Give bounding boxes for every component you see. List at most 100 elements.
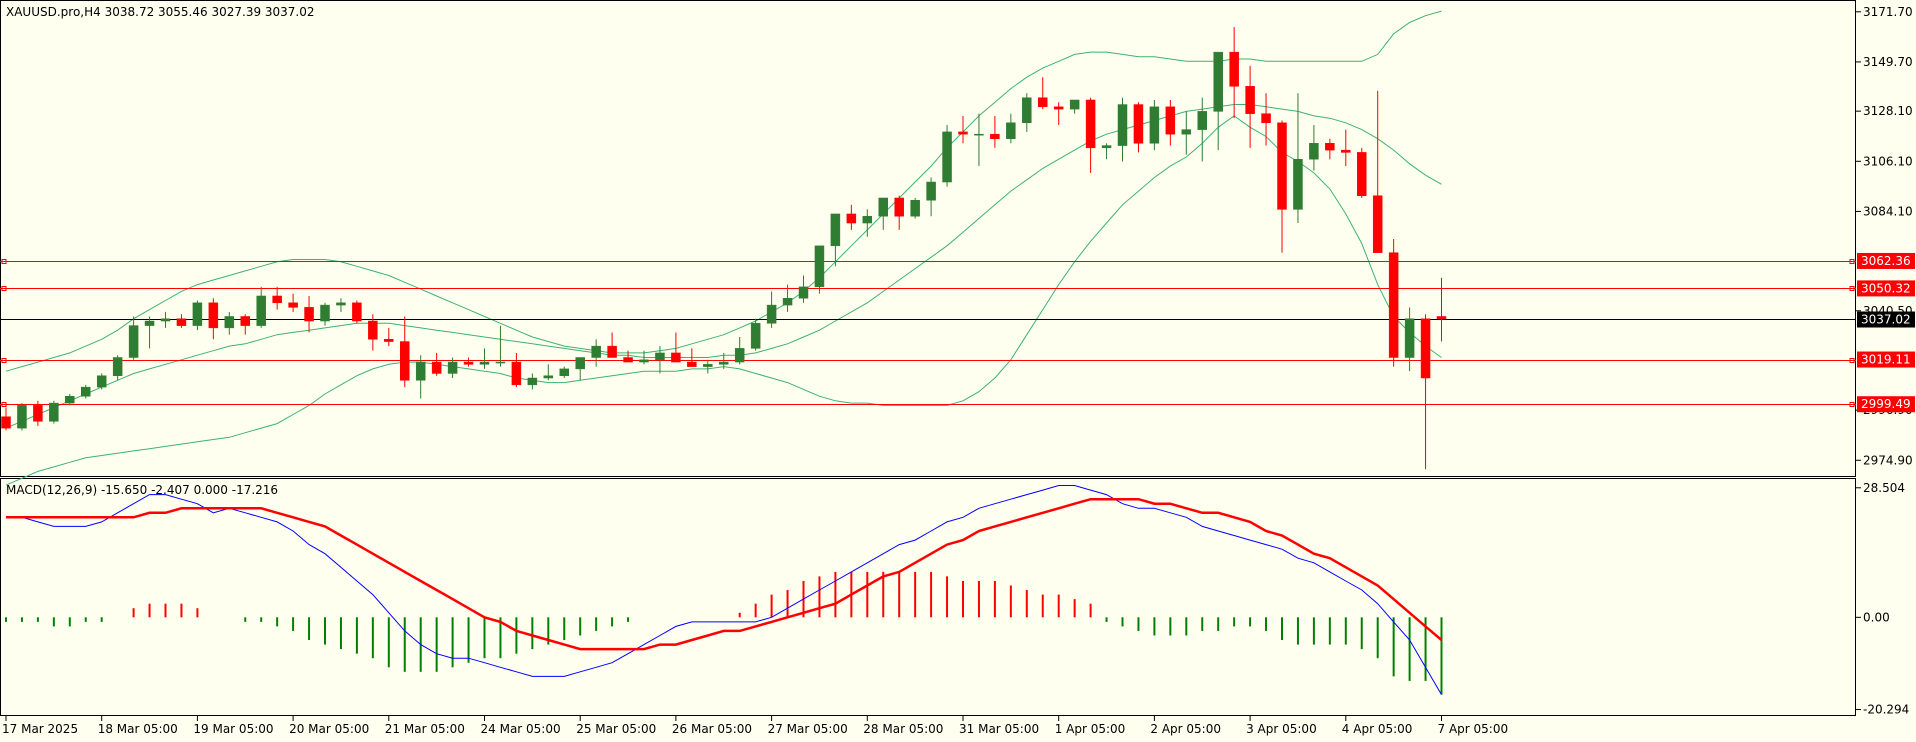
candle-body bbox=[862, 215, 873, 224]
time-axis: 17 Mar 2025 18 Mar 05:00 19 Mar 05:00 20 Ma… bbox=[2, 716, 1508, 736]
level-price-tag bbox=[1857, 351, 1915, 368]
candle-body bbox=[96, 375, 107, 388]
candle-body bbox=[1293, 158, 1303, 210]
time-tick-label: 31 Mar 05:00 bbox=[959, 722, 1039, 736]
candle-body bbox=[176, 318, 187, 326]
level-marker-left bbox=[1, 286, 7, 291]
candle-body bbox=[1277, 122, 1287, 210]
bollinger-bands bbox=[5, 10, 1442, 486]
price-tick-label: 3149.70 bbox=[1863, 55, 1913, 69]
time-tick-label: 24 Mar 05:00 bbox=[481, 722, 561, 736]
level-price-tag bbox=[1857, 280, 1915, 297]
candle-body bbox=[990, 133, 1000, 139]
candle-body bbox=[224, 316, 235, 329]
candle-body bbox=[1341, 149, 1351, 153]
current-price-label: 3037.02 bbox=[1861, 313, 1911, 327]
candle-body bbox=[607, 345, 617, 358]
symbol-info: XAUUSD.pro,H4 3038.72 3055.46 3027.39 30… bbox=[6, 5, 315, 19]
candle-body bbox=[1117, 104, 1128, 146]
price-tick-label: 2974.90 bbox=[1863, 453, 1913, 467]
candle-body bbox=[798, 286, 809, 299]
candle-body bbox=[766, 304, 777, 324]
bollinger-lower-line bbox=[5, 115, 1442, 486]
macd-panel-frame bbox=[0, 478, 1856, 716]
candle-body bbox=[1372, 195, 1383, 253]
time-tick-label: 19 Mar 05:00 bbox=[193, 722, 273, 736]
time-tick-label: 3 Apr 05:00 bbox=[1246, 722, 1317, 736]
time-tick-label: 27 Mar 05:00 bbox=[768, 722, 848, 736]
candle-body bbox=[272, 295, 282, 304]
level-marker-left bbox=[1, 358, 7, 363]
candle-body bbox=[240, 316, 250, 326]
time-tick-label: 1 Apr 05:00 bbox=[1055, 722, 1126, 736]
candle-body bbox=[623, 357, 633, 363]
candle-body bbox=[511, 361, 522, 386]
candle-body bbox=[495, 361, 506, 364]
candle-body bbox=[974, 133, 984, 136]
candle-body bbox=[719, 361, 729, 365]
level-marker-left bbox=[1, 259, 7, 264]
price-tick-label: 3128.10 bbox=[1863, 104, 1913, 118]
candle-body bbox=[559, 368, 569, 376]
horizontal-levels bbox=[0, 259, 1856, 407]
level-marker-right bbox=[1849, 286, 1855, 291]
candle-body bbox=[1404, 318, 1415, 358]
candle-body bbox=[846, 213, 857, 224]
candlesticks bbox=[1, 27, 1447, 470]
candle-body bbox=[288, 302, 298, 308]
time-tick-label: 4 Apr 05:00 bbox=[1342, 722, 1413, 736]
candle-body bbox=[1181, 129, 1192, 135]
level-price-tag bbox=[1857, 252, 1915, 269]
candle-body bbox=[814, 245, 825, 288]
candle-body bbox=[1420, 318, 1431, 379]
candle-body bbox=[1388, 252, 1399, 358]
time-tick-label: 21 Mar 05:00 bbox=[385, 722, 465, 736]
candle-body bbox=[1101, 145, 1112, 149]
candle-body bbox=[1436, 316, 1447, 320]
candle-body bbox=[1006, 122, 1016, 139]
price-axis: 3171.703149.703128.103106.103084.103040.… bbox=[1856, 5, 1915, 467]
candle-body bbox=[591, 345, 601, 358]
candle-body bbox=[415, 361, 426, 381]
candle-body bbox=[304, 307, 314, 322]
candle-body bbox=[830, 213, 841, 247]
candle-body bbox=[782, 298, 793, 306]
macd-signal-line bbox=[6, 497, 1443, 651]
candle-body bbox=[33, 405, 43, 422]
price-tick-label: 3084.10 bbox=[1863, 204, 1913, 218]
candle-body bbox=[942, 131, 952, 183]
time-tick-label: 28 Mar 05:00 bbox=[863, 722, 943, 736]
price-tick-label: 3171.70 bbox=[1863, 5, 1913, 19]
candle-body bbox=[1165, 106, 1176, 135]
macd-line bbox=[6, 485, 1442, 695]
level-price-label: 2999.49 bbox=[1861, 397, 1911, 411]
candle-body bbox=[1149, 106, 1160, 144]
level-price-tag bbox=[1857, 396, 1915, 413]
candle-body bbox=[750, 323, 761, 349]
candle-body bbox=[543, 375, 554, 379]
candle-body bbox=[671, 352, 681, 363]
candle-body bbox=[910, 200, 920, 217]
current-price-tag bbox=[1857, 311, 1915, 328]
level-price-label: 3062.36 bbox=[1861, 254, 1911, 268]
macd-tick-label: -20.294 bbox=[1863, 703, 1909, 717]
candle-body bbox=[1085, 99, 1096, 149]
candle-body bbox=[256, 295, 266, 326]
time-tick-label: 25 Mar 05:00 bbox=[576, 722, 656, 736]
candle-body bbox=[384, 339, 394, 342]
level-marker-right bbox=[1849, 402, 1855, 407]
macd-info: MACD(12,26,9) -15.650 -2.407 0.000 -17.2… bbox=[6, 483, 278, 497]
macd-indicator: 28.504 0.00 -20.294 bbox=[5, 481, 1909, 717]
candle-body bbox=[1213, 51, 1223, 112]
candle-body bbox=[1357, 152, 1367, 196]
level-marker-left bbox=[1, 402, 7, 407]
candle-body bbox=[655, 352, 665, 361]
candle-body bbox=[1309, 143, 1319, 160]
level-price-label: 3050.32 bbox=[1861, 281, 1911, 295]
candle-body bbox=[192, 302, 203, 326]
candle-body bbox=[17, 405, 27, 429]
candle-body bbox=[703, 364, 713, 367]
candle-body bbox=[1038, 97, 1048, 108]
